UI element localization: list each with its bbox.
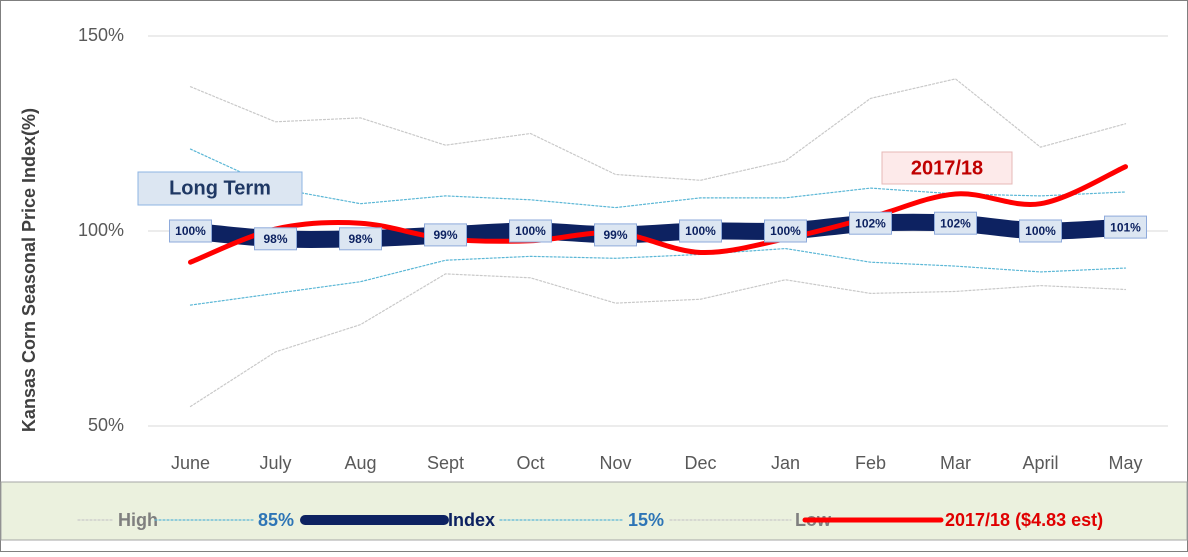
series-line — [188, 164, 1128, 265]
data-label-box — [509, 219, 552, 243]
data-label: 102% — [934, 211, 977, 235]
data-label: 98% — [254, 227, 297, 251]
annotation: Long Term — [137, 171, 303, 206]
data-label-box — [764, 219, 807, 243]
data-label-text: 100% — [515, 224, 546, 238]
series-line — [189, 78, 1127, 181]
legend-label: Index — [448, 510, 495, 530]
data-label-text: 99% — [433, 228, 457, 242]
y-tick-label: 100% — [78, 220, 124, 240]
y-tick-label: 50% — [88, 415, 124, 435]
data-label: 99% — [594, 223, 637, 247]
x-tick-label: May — [1108, 453, 1142, 473]
data-label-text: 99% — [603, 228, 627, 242]
legend-item: 85% — [154, 510, 294, 530]
data-label-text: 100% — [1025, 224, 1056, 238]
data-label-box — [1104, 215, 1147, 239]
y-axis-label: Kansas Corn Seasonal Price Index(%) — [19, 108, 39, 432]
legend-label: 2017/18 ($4.83 est) — [945, 510, 1103, 530]
data-label-text: 98% — [348, 232, 372, 246]
legend-box — [0, 481, 1188, 541]
x-tick-label: Dec — [684, 453, 716, 473]
annotation-text: Long Term — [169, 177, 271, 199]
annotation-box — [881, 151, 1013, 185]
data-label-text: 100% — [685, 224, 716, 238]
data-label: 100% — [169, 219, 212, 243]
data-label: 102% — [849, 211, 892, 235]
legend-item: Index — [300, 510, 495, 530]
legend-item: High — [77, 510, 158, 530]
data-label-box — [339, 227, 382, 251]
data-label: 100% — [679, 219, 722, 243]
x-tick-label: Aug — [344, 453, 376, 473]
x-tick-label: Feb — [855, 453, 886, 473]
series-line — [189, 273, 1127, 408]
data-label-box — [679, 219, 722, 243]
data-label-box — [254, 227, 297, 251]
x-tick-label: Sept — [427, 453, 464, 473]
data-label-box — [849, 211, 892, 235]
data-label-text: 100% — [770, 224, 801, 238]
data-label: 101% — [1104, 215, 1147, 239]
data-label-text: 101% — [1110, 220, 1141, 234]
data-label: 99% — [424, 223, 467, 247]
x-tick-label: Mar — [940, 453, 971, 473]
data-label-box — [934, 211, 977, 235]
data-label: 100% — [509, 219, 552, 243]
x-tick-label: Nov — [599, 453, 631, 473]
annotation-box — [137, 171, 303, 206]
x-tick-label: April — [1022, 453, 1058, 473]
legend-item: 2017/18 ($4.83 est) — [802, 510, 1103, 530]
legend-label: 15% — [628, 510, 664, 530]
data-label-box — [169, 219, 212, 243]
data-label-box — [424, 223, 467, 247]
series-line — [189, 148, 1127, 209]
x-tick-label: Jan — [771, 453, 800, 473]
legend-item: 15% — [499, 510, 664, 530]
y-tick-label: 150% — [78, 25, 124, 45]
legend-label: High — [118, 510, 158, 530]
annotation: 2017/18 — [881, 151, 1013, 185]
data-label: 100% — [764, 219, 807, 243]
data-label-text: 102% — [855, 216, 886, 230]
annotation-text: 2017/18 — [911, 157, 983, 179]
series-line — [189, 247, 1127, 306]
data-label-text: 102% — [940, 216, 971, 230]
x-tick-label: June — [171, 453, 210, 473]
x-tick-label: Oct — [516, 453, 544, 473]
data-label-text: 100% — [175, 224, 206, 238]
legend-label: 85% — [258, 510, 294, 530]
data-label-box — [1019, 219, 1062, 243]
data-label-text: 98% — [263, 232, 287, 246]
data-label: 98% — [339, 227, 382, 251]
data-label: 100% — [1019, 219, 1062, 243]
x-tick-label: July — [259, 453, 291, 473]
data-label-box — [594, 223, 637, 247]
